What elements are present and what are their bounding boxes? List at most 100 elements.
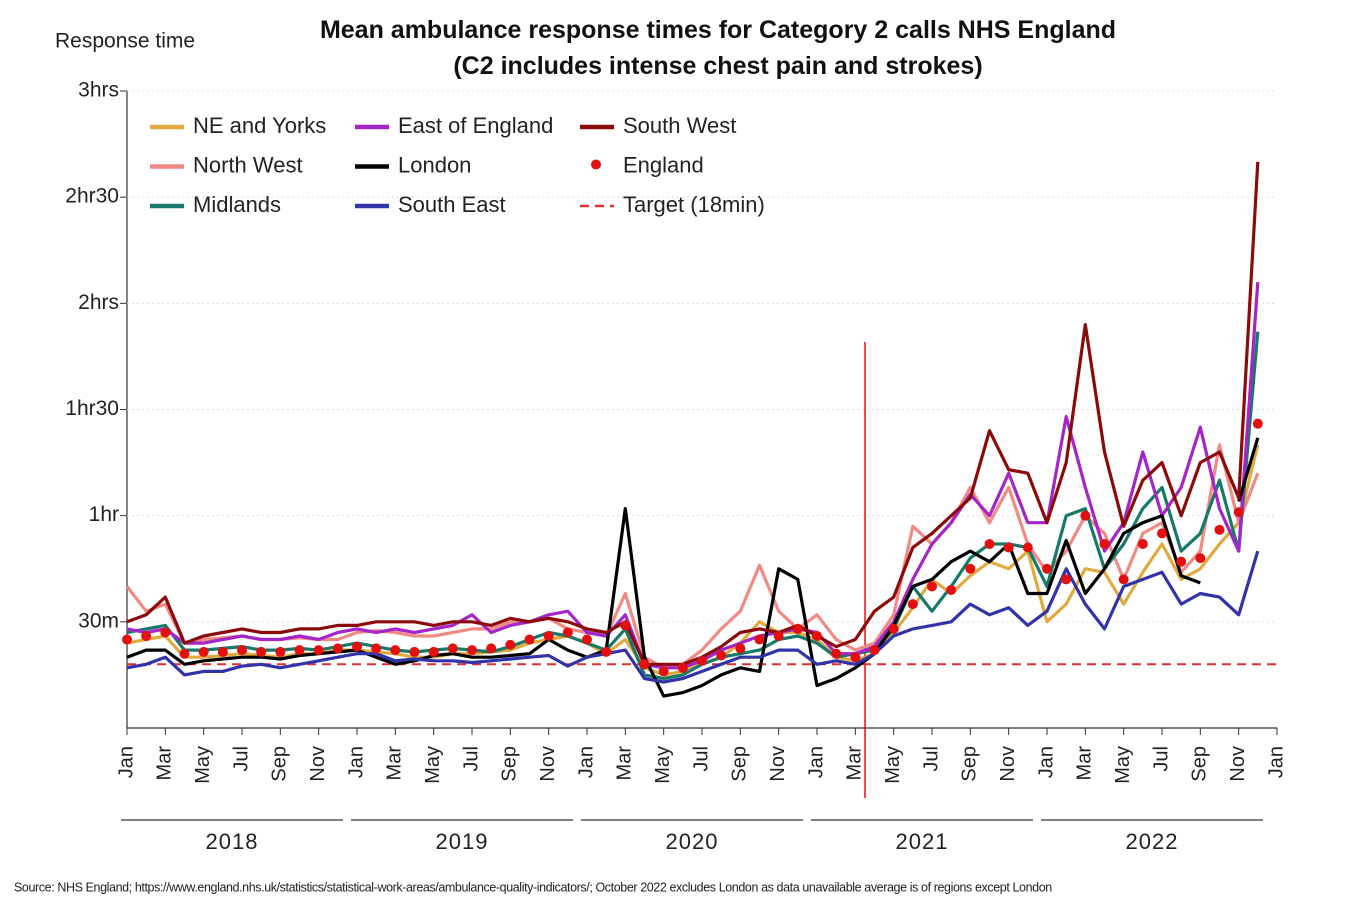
data-point — [390, 645, 401, 656]
x-tick-label: Jan — [345, 746, 367, 778]
series-line — [126, 437, 1260, 698]
x-tick-label: Nov — [537, 746, 559, 782]
x-tick-label: Jan — [115, 746, 137, 778]
data-point — [582, 634, 592, 645]
data-point — [1061, 574, 1072, 585]
year-label: 2020 — [666, 829, 719, 854]
x-tick-label: Sep — [729, 746, 751, 782]
data-point — [946, 584, 957, 595]
data-point — [198, 646, 209, 657]
data-point — [1118, 574, 1129, 585]
x-tick-label: Mar — [1074, 746, 1096, 781]
series-line — [126, 161, 1260, 666]
data-point — [1176, 556, 1187, 567]
x-tick-label: Nov — [307, 746, 329, 782]
data-point — [1195, 553, 1206, 564]
x-tick-label: Jan — [575, 746, 597, 778]
x-tick-label: May — [192, 746, 214, 784]
x-tick-label: Nov — [1227, 746, 1249, 782]
data-point — [524, 634, 535, 645]
data-point — [160, 627, 171, 638]
data-point — [850, 652, 861, 663]
data-point — [1137, 538, 1148, 549]
x-tick-label: Sep — [499, 746, 521, 782]
y-tick-label: 1hr — [89, 503, 119, 526]
x-tick-label: Mar — [614, 746, 636, 781]
series-line — [126, 331, 1260, 681]
data-point — [428, 646, 439, 657]
data-point — [620, 620, 631, 631]
data-point — [927, 581, 937, 592]
data-point — [409, 646, 420, 657]
source-note: Source: NHS England; https://www.england… — [14, 880, 1052, 894]
x-tick-label: Jul — [690, 746, 712, 772]
x-tick-label: May — [882, 746, 904, 784]
y-tick-label: 2hr30 — [65, 185, 119, 208]
y-tick-label: 1hr30 — [65, 397, 119, 420]
x-tick-label: Nov — [997, 746, 1019, 782]
data-point — [1042, 563, 1052, 574]
x-tick-label: May — [422, 746, 444, 784]
y-axis-label: Response time — [55, 30, 195, 53]
data-point — [237, 645, 247, 656]
y-tick-label: 3hrs — [78, 79, 119, 102]
data-point — [1214, 524, 1225, 535]
year-label: 2022 — [1126, 829, 1179, 854]
data-point — [562, 627, 573, 638]
legend-label: East of England — [398, 113, 553, 138]
x-tick-label: Jan — [1265, 746, 1287, 778]
series-line — [126, 550, 1260, 684]
data-point — [1099, 538, 1110, 549]
legend-label: South East — [398, 192, 506, 217]
data-point — [217, 646, 228, 657]
data-point — [984, 538, 995, 549]
data-point — [869, 645, 880, 656]
data-point — [773, 630, 784, 641]
data-point — [965, 563, 976, 574]
data-point — [639, 659, 650, 670]
x-tick-label: Jul — [920, 746, 942, 772]
series-line — [126, 444, 1260, 677]
x-tick-label: May — [652, 746, 674, 784]
x-tick-label: Nov — [767, 746, 789, 782]
x-tick-label: Jul — [460, 746, 482, 772]
data-point — [543, 630, 554, 641]
x-tick-label: Jan — [805, 746, 827, 778]
data-point — [1022, 542, 1033, 553]
data-point — [888, 623, 899, 634]
x-tick-label: Mar — [844, 746, 866, 781]
data-point — [275, 646, 286, 657]
y-tick-label: 30m — [78, 609, 119, 632]
data-point — [658, 666, 669, 677]
data-point — [792, 623, 803, 634]
x-tick-label: May — [1112, 746, 1134, 784]
data-point — [735, 643, 746, 654]
data-point — [812, 630, 822, 641]
data-point — [179, 648, 190, 659]
data-point — [677, 662, 688, 673]
data-point — [907, 599, 918, 610]
legend-label: South West — [623, 113, 736, 138]
x-tick-label: Sep — [959, 746, 981, 782]
data-point — [447, 643, 458, 654]
series-line — [125, 443, 1260, 670]
y-tick-label: 2hrs — [78, 291, 119, 314]
year-label: 2018 — [206, 829, 259, 854]
data-point — [716, 650, 727, 661]
year-label: 2021 — [896, 829, 949, 854]
data-point — [352, 641, 362, 652]
data-point — [1157, 528, 1167, 539]
data-point — [313, 645, 324, 656]
legend-label: England — [623, 152, 704, 177]
data-point — [1003, 542, 1014, 553]
data-point — [256, 646, 267, 657]
x-tick-label: Mar — [384, 746, 406, 781]
chart-title: Mean ambulance response times for Catego… — [319, 16, 1117, 80]
year-label: 2019 — [436, 829, 489, 854]
data-point — [831, 648, 842, 659]
x-tick-label: Sep — [269, 746, 291, 782]
data-point — [122, 634, 132, 645]
x-tick-label: Jul — [230, 746, 252, 772]
data-point — [1252, 418, 1263, 429]
